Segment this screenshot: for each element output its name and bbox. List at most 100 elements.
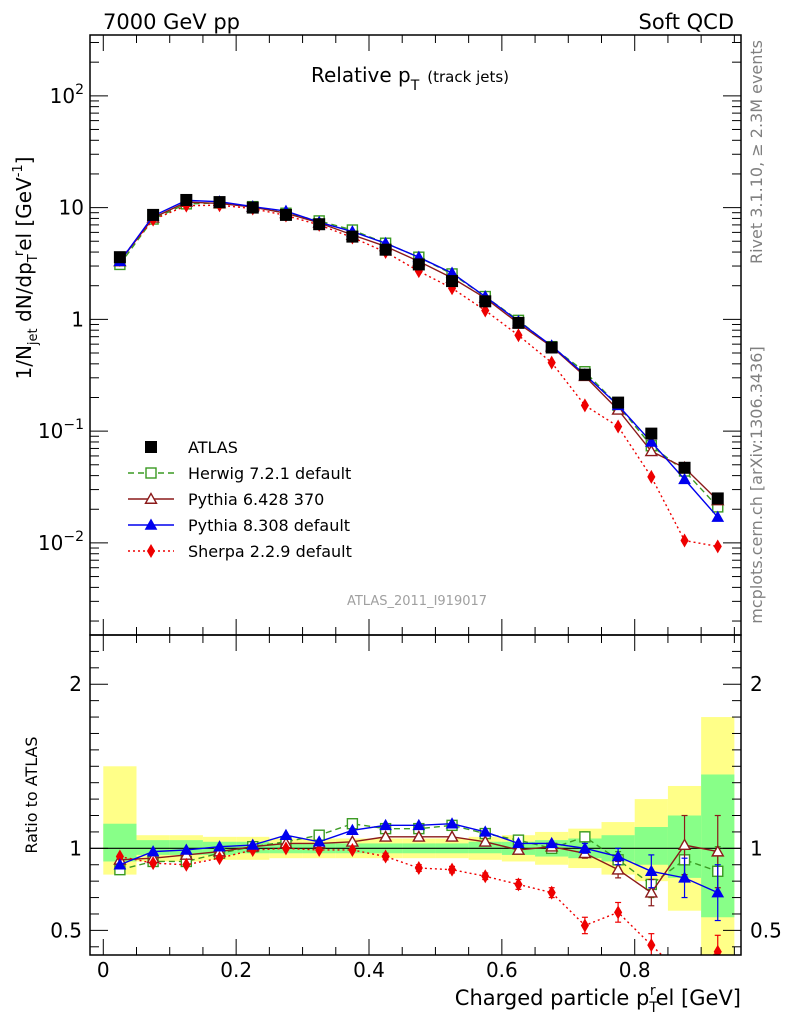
ratio-point-pythia8 [611,850,625,862]
ratio-xtick-label: 0.6 [486,958,518,982]
ratio-xlabel: Charged particle pTrel [GeV] [455,983,741,1016]
legend-marker [146,544,156,558]
plot-title-main: Relative p [311,63,411,87]
ratio-point-sherpa [182,857,191,872]
data-point-atlas [147,208,160,221]
ratio-point-pythia6 [644,885,659,898]
ratio-point-pythia8 [179,843,193,855]
ratio-point-sherpa [481,869,490,884]
data-point-atlas [479,295,492,308]
ratio-point-herwig [579,831,591,843]
ratio-point-pythia6 [611,862,625,875]
ratio-point-sherpa [447,862,457,877]
header-right: Soft QCD [639,10,734,34]
data-point-atlas [711,492,724,505]
ratio-point-pythia8 [545,836,559,849]
data-point-pythia8 [644,435,658,447]
data-point-atlas [246,201,259,214]
ratio-point-pythia6 [478,834,492,847]
data-point-sherpa [514,328,523,343]
data-point-atlas [279,208,292,221]
ratio-point-sherpa [547,885,556,900]
ratio-point-sherpa [215,851,224,866]
main-ytick-label: 1 [71,307,84,331]
main-axis-ticks: 10−2 10−1 1 10 102 [38,35,741,635]
ratio-frame [89,634,742,956]
data-point-pythia6 [644,444,659,457]
ratio-ytick-label-right: 0.5 [750,918,782,942]
plot-title-sub: T [410,78,420,94]
header-left: 7000 GeV pp [103,10,240,34]
data-point-sherpa [647,469,656,484]
ratio-panel: 0.5 0.5 1 1 2 2 0 0.2 0.4 0.6 0.8 Ratio to ATLAS C… [22,634,782,1016]
legend-item-sherpa: Sherpa 2.2.9 default [128,542,352,561]
analysis-tag: ATLAS_2011_I919017 [347,594,487,609]
plot-title: Relative pT (track jets) [311,63,509,94]
main-ytick-label: 10−1 [38,417,84,443]
ratio-point-pythia6 [677,838,692,851]
data-point-atlas [113,251,126,264]
main-ylabel: 1/Njet dN/dpTrel [GeV-1] [11,157,41,380]
data-point-pythia8 [711,510,725,522]
legend-label: Sherpa 2.2.9 default [188,542,352,561]
ratio-point-sherpa [315,842,324,857]
data-point-sherpa [481,303,490,318]
main-panel: 10−2 10−1 1 10 102 Relative pT (track jets) A… [11,34,742,636]
ratio-point-pythia8 [512,836,525,849]
ratio-xtick-label: 0.4 [353,958,385,982]
legend-item-herwig: Herwig 7.2.1 default [128,464,351,483]
ratio-point-pythia8 [312,835,326,847]
data-point-sherpa [614,419,623,434]
ratio-ytick-label-left: 0.5 [50,918,82,942]
ratio-point-pythia8 [478,825,492,837]
ratio-point-pythia8 [113,858,127,870]
data-point-atlas [578,368,591,381]
ratio-ytick-label-right: 1 [750,836,763,860]
ratio-point-pythia6 [511,843,526,855]
plot-title-suffix: (track jets) [427,68,509,86]
data-point-atlas [612,396,625,409]
data-point-sherpa [713,539,722,554]
data-point-atlas [379,243,392,256]
data-point-atlas [412,258,425,271]
legend-label: Pythia 8.308 default [188,516,350,535]
ratio-point-pythia8 [578,841,592,854]
ratio-point-pythia8 [644,864,658,877]
legend-item-atlas: ATLAS [145,438,238,457]
ratio-xtick-label: 0.2 [220,958,252,982]
ratio-point-sherpa [681,970,688,982]
legend-marker [144,518,158,530]
main-ytick-label: 102 [50,82,84,108]
ratio-axis-ticks: 0.5 0.5 1 1 2 2 0 0.2 0.4 0.6 0.8 [50,635,782,982]
ratio-point-sherpa [614,905,623,920]
legend-marker [145,441,157,453]
data-point-atlas [678,461,691,474]
ratio-point-pythia6 [378,829,393,842]
ratio-ytick-label-left: 1 [69,836,82,860]
data-point-atlas [512,316,525,329]
ratio-ylabel: Ratio to ATLAS [22,736,41,853]
data-point-atlas [180,193,193,206]
series-atlas [113,193,724,505]
mcplots-label: mcplots.cern.ch [arXiv:1306.3436] [747,346,766,623]
legend-marker [144,492,158,504]
ratio-point-pythia8 [412,818,426,831]
ratio-series-pythia8 [113,817,725,922]
rivet-label: Rivet 3.1.10, ≥ 2.3M events [747,40,766,264]
legend-item-pythia8: Pythia 8.308 default [128,516,350,535]
ratio-series [113,814,725,982]
ratio-ytick-label-left: 2 [69,672,82,696]
ratio-point-sherpa [348,842,357,857]
main-ytick-label: 10 [59,196,84,220]
data-point-sherpa [547,355,556,370]
data-point-atlas [346,230,359,243]
legend-item-pythia6: Pythia 6.428 370 [128,490,324,509]
series-line-herwig [119,202,719,508]
data-point-atlas [545,341,558,354]
band-green [468,841,502,854]
ratio-point-sherpa [414,861,423,876]
ratio-xtick-label: 0.8 [619,958,651,982]
ratio-point-pythia6 [445,829,459,842]
ratio-point-sherpa [281,841,291,856]
